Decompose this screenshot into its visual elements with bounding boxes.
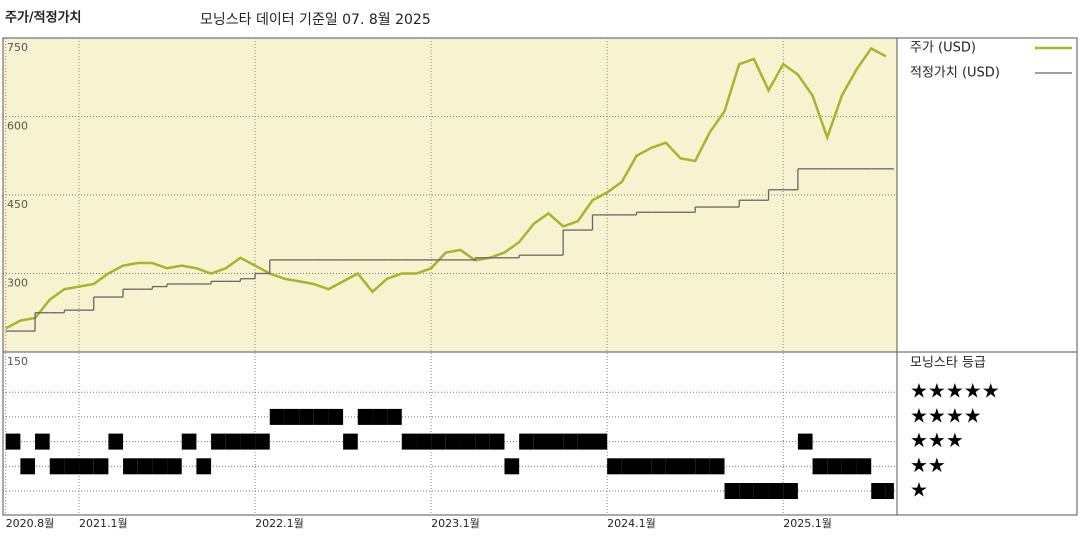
rating-bar	[768, 483, 784, 499]
rating-bar	[563, 433, 578, 450]
rating-bar	[812, 458, 828, 475]
rating-bar	[548, 433, 564, 450]
rating-bar	[93, 458, 109, 475]
rating-bar	[753, 483, 769, 499]
price-line	[5, 46, 887, 330]
rating-bar	[445, 433, 461, 450]
chart-subtitle: 모닝스타 데이터 기준일 07. 8월 2025	[200, 12, 431, 28]
rating-bar	[489, 433, 505, 450]
x-tick-label: 2021.1월	[79, 517, 128, 530]
rating-bar	[636, 458, 652, 475]
rating-bar	[680, 458, 696, 475]
plot-frame	[2, 37, 1078, 516]
rating-bar	[299, 408, 314, 425]
y-tick-label: 150	[7, 355, 28, 368]
rating-bar	[123, 458, 138, 475]
x-tick-label: 2025.1월	[783, 517, 832, 530]
rating-bar	[651, 458, 666, 475]
rating-bar	[592, 433, 608, 450]
rating-bar	[827, 458, 842, 475]
rating-bar	[284, 408, 300, 425]
rating-bar	[357, 408, 373, 425]
rating-bar	[401, 433, 417, 450]
rating-bar	[35, 433, 50, 450]
rating-label: ★★★★★	[910, 379, 1000, 403]
rating-bar	[152, 458, 168, 475]
legend-title: 모닝스타 등급	[910, 356, 986, 371]
rating-bar	[856, 458, 872, 475]
rating-bar	[387, 408, 402, 425]
rating-bar	[328, 408, 344, 425]
rating-bar	[577, 433, 593, 450]
x-tick-label: 2024.1월	[607, 517, 656, 530]
legend-label: 적정가치 (USD)	[910, 66, 1000, 81]
rating-bar	[695, 458, 710, 475]
rating-bar	[240, 433, 256, 450]
rating-bar	[665, 458, 681, 475]
y-tick-label: 600	[7, 120, 28, 133]
rating-bar	[797, 433, 813, 450]
rating-bar	[20, 458, 36, 475]
rating-bar	[709, 458, 725, 475]
rating-bar	[871, 483, 886, 499]
rating-bar	[372, 408, 388, 425]
rating-bar	[519, 433, 534, 450]
rating-bar	[533, 433, 549, 450]
rating-bar	[343, 433, 358, 450]
x-tick-label: 2020.8월	[6, 517, 55, 530]
rating-bar	[885, 483, 894, 499]
rating-label: ★★	[910, 453, 946, 477]
y-tick-label: 300	[7, 277, 28, 290]
y-tick-label: 750	[7, 41, 28, 54]
rating-label: ★	[910, 478, 928, 502]
rating-bar	[49, 458, 65, 475]
rating-bar	[724, 483, 740, 499]
rating-bar	[504, 458, 520, 475]
rating-bar	[79, 458, 94, 475]
rating-bar	[5, 433, 21, 450]
rating-bar	[313, 408, 329, 425]
rating-bar	[460, 433, 476, 450]
rating-bar	[621, 458, 637, 475]
rating-bar	[225, 433, 241, 450]
rating-bar	[475, 433, 490, 450]
rating-bar	[137, 458, 153, 475]
rating-bar	[416, 433, 432, 450]
rating-bar	[64, 458, 80, 475]
rating-bar	[431, 433, 446, 450]
rating-bar	[841, 458, 857, 475]
rating-label: ★★★★	[910, 403, 982, 427]
legend-label: 주가 (USD)	[910, 41, 976, 56]
rating-bar	[108, 433, 124, 450]
rating-bar	[211, 433, 226, 450]
rating-bar	[739, 483, 754, 499]
rating-bar	[167, 458, 182, 475]
rating-bar	[607, 458, 622, 475]
rating-bar	[269, 408, 285, 425]
y-tick-label: 450	[7, 198, 28, 211]
rating-bar	[181, 433, 197, 450]
chart-title: 주가/적정가치	[5, 10, 82, 26]
rating-label: ★★★	[910, 428, 964, 452]
rating-bar	[255, 433, 270, 450]
rating-bar	[783, 483, 798, 499]
rating-bar	[196, 458, 212, 475]
x-tick-label: 2023.1월	[431, 517, 480, 530]
x-tick-label: 2022.1월	[255, 517, 304, 530]
